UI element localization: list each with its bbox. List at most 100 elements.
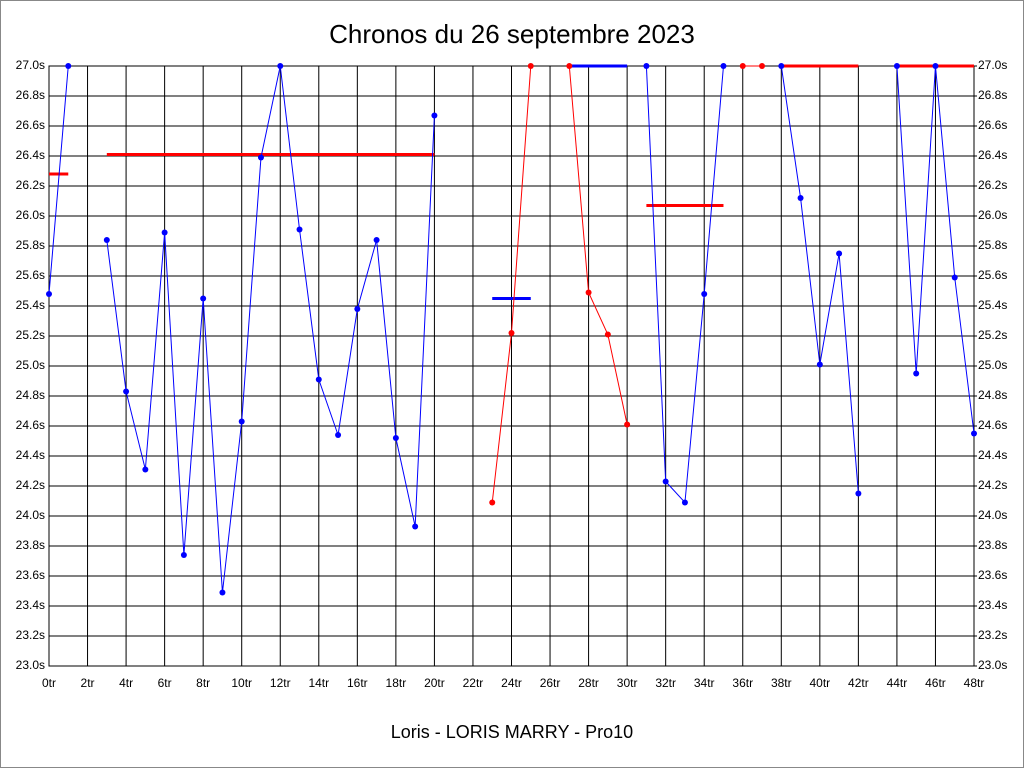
y2-tick-label: 25.0s bbox=[978, 358, 1007, 372]
y2-tick-label: 26.4s bbox=[978, 148, 1007, 162]
lap-point bbox=[643, 63, 650, 69]
x-tick-label: 26tr bbox=[540, 676, 561, 690]
x-tick-label: 24tr bbox=[501, 676, 522, 690]
lap-point bbox=[932, 63, 939, 69]
lap-point bbox=[508, 330, 515, 336]
lap-point bbox=[624, 421, 631, 428]
lap-point bbox=[373, 237, 380, 243]
lap-point bbox=[566, 63, 573, 69]
lap-point bbox=[701, 291, 708, 297]
x-tick-label: 36tr bbox=[732, 676, 753, 690]
lap-point bbox=[354, 306, 361, 312]
y-tick-label: 23.4s bbox=[16, 598, 45, 612]
lap-point bbox=[46, 291, 52, 297]
y2-tick-label: 25.4s bbox=[978, 298, 1007, 312]
lap-point bbox=[604, 331, 611, 338]
x-tick-label: 22tr bbox=[463, 676, 484, 690]
y2-tick-label: 24.8s bbox=[978, 388, 1007, 402]
lap-point bbox=[816, 361, 823, 368]
y-tick-label: 25.6s bbox=[16, 268, 45, 282]
lap-point bbox=[739, 63, 746, 69]
lap-point bbox=[219, 589, 226, 596]
y-tick-label: 24.2s bbox=[16, 478, 45, 492]
lap-point bbox=[720, 63, 727, 69]
lap-point bbox=[161, 229, 168, 236]
x-tick-label: 38tr bbox=[771, 676, 792, 690]
y2-tick-label: 25.8s bbox=[978, 238, 1007, 252]
y-tick-label: 26.2s bbox=[16, 178, 45, 192]
y2-tick-label: 26.6s bbox=[978, 118, 1007, 132]
lap-point bbox=[855, 490, 862, 497]
y2-tick-label: 23.4s bbox=[978, 598, 1007, 612]
y2-tick-label: 23.6s bbox=[978, 568, 1007, 582]
x-tick-label: 12tr bbox=[270, 676, 291, 690]
lap-point bbox=[123, 388, 130, 395]
y-tick-label: 23.8s bbox=[16, 538, 45, 552]
y-tick-label: 23.6s bbox=[16, 568, 45, 582]
lap-point bbox=[797, 195, 804, 201]
x-tick-label: 32tr bbox=[655, 676, 676, 690]
lap-point bbox=[103, 237, 110, 243]
lap-point bbox=[277, 63, 284, 69]
x-tick-label: 48tr bbox=[964, 676, 985, 690]
lap-point bbox=[971, 430, 977, 437]
plot-border bbox=[48, 65, 975, 667]
y-tick-label: 25.8s bbox=[16, 238, 45, 252]
x-tick-label: 28tr bbox=[578, 676, 599, 690]
y-tick-label: 24.6s bbox=[16, 418, 45, 432]
y2-tick-label: 26.2s bbox=[978, 178, 1007, 192]
y-tick-label: 25.4s bbox=[16, 298, 45, 312]
x-tick-label: 44tr bbox=[887, 676, 908, 690]
lap-point bbox=[142, 466, 149, 473]
x-tick-label: 6tr bbox=[158, 676, 172, 690]
x-tick-label: 8tr bbox=[196, 676, 210, 690]
y-tick-label: 26.4s bbox=[16, 148, 45, 162]
y-tick-label: 23.0s bbox=[16, 658, 45, 672]
lap-point bbox=[200, 295, 207, 302]
lap-point bbox=[315, 376, 322, 383]
lap-point bbox=[296, 226, 303, 233]
y2-tick-label: 24.4s bbox=[978, 448, 1007, 462]
y2-tick-label: 23.8s bbox=[978, 538, 1007, 552]
x-tick-label: 2tr bbox=[81, 676, 95, 690]
x-tick-label: 34tr bbox=[694, 676, 715, 690]
lap-point bbox=[392, 435, 399, 441]
lap-point bbox=[759, 63, 766, 69]
lap-point bbox=[836, 250, 843, 257]
y-tick-label: 24.0s bbox=[16, 508, 45, 522]
y-tick-label: 26.8s bbox=[16, 88, 45, 102]
y-tick-label: 23.2s bbox=[16, 628, 45, 642]
chart-title: Chronos du 26 septembre 2023 bbox=[329, 19, 695, 49]
lap-point bbox=[65, 63, 72, 69]
y2-tick-label: 25.6s bbox=[978, 268, 1007, 282]
y-tick-label: 24.4s bbox=[16, 448, 45, 462]
y-tick-label: 26.0s bbox=[16, 208, 45, 222]
lap-point bbox=[778, 63, 785, 69]
y-tick-label: 24.8s bbox=[16, 388, 45, 402]
y2-tick-label: 23.2s bbox=[978, 628, 1007, 642]
y2-tick-label: 23.0s bbox=[978, 658, 1007, 672]
x-tick-label: 16tr bbox=[347, 676, 368, 690]
y-tick-label: 27.0s bbox=[16, 58, 45, 72]
lap-point bbox=[893, 63, 900, 69]
lap-point bbox=[527, 63, 534, 69]
y2-tick-label: 26.0s bbox=[978, 208, 1007, 222]
lap-point bbox=[489, 499, 496, 506]
x-tick-label: 30tr bbox=[617, 676, 638, 690]
y-tick-label: 25.2s bbox=[16, 328, 45, 342]
lap-point bbox=[662, 478, 669, 485]
x-tick-label: 46tr bbox=[925, 676, 946, 690]
x-tick-label: 40tr bbox=[809, 676, 830, 690]
lap-point bbox=[913, 370, 920, 377]
x-tick-label: 4tr bbox=[119, 676, 133, 690]
lap-point bbox=[238, 418, 245, 425]
lap-point bbox=[412, 523, 419, 530]
x-tick-label: 0tr bbox=[42, 676, 56, 690]
y2-tick-label: 24.6s bbox=[978, 418, 1007, 432]
x-tick-label: 42tr bbox=[848, 676, 869, 690]
lap-point bbox=[257, 154, 264, 161]
y-tick-label: 26.6s bbox=[16, 118, 45, 132]
lap-point bbox=[335, 432, 342, 438]
